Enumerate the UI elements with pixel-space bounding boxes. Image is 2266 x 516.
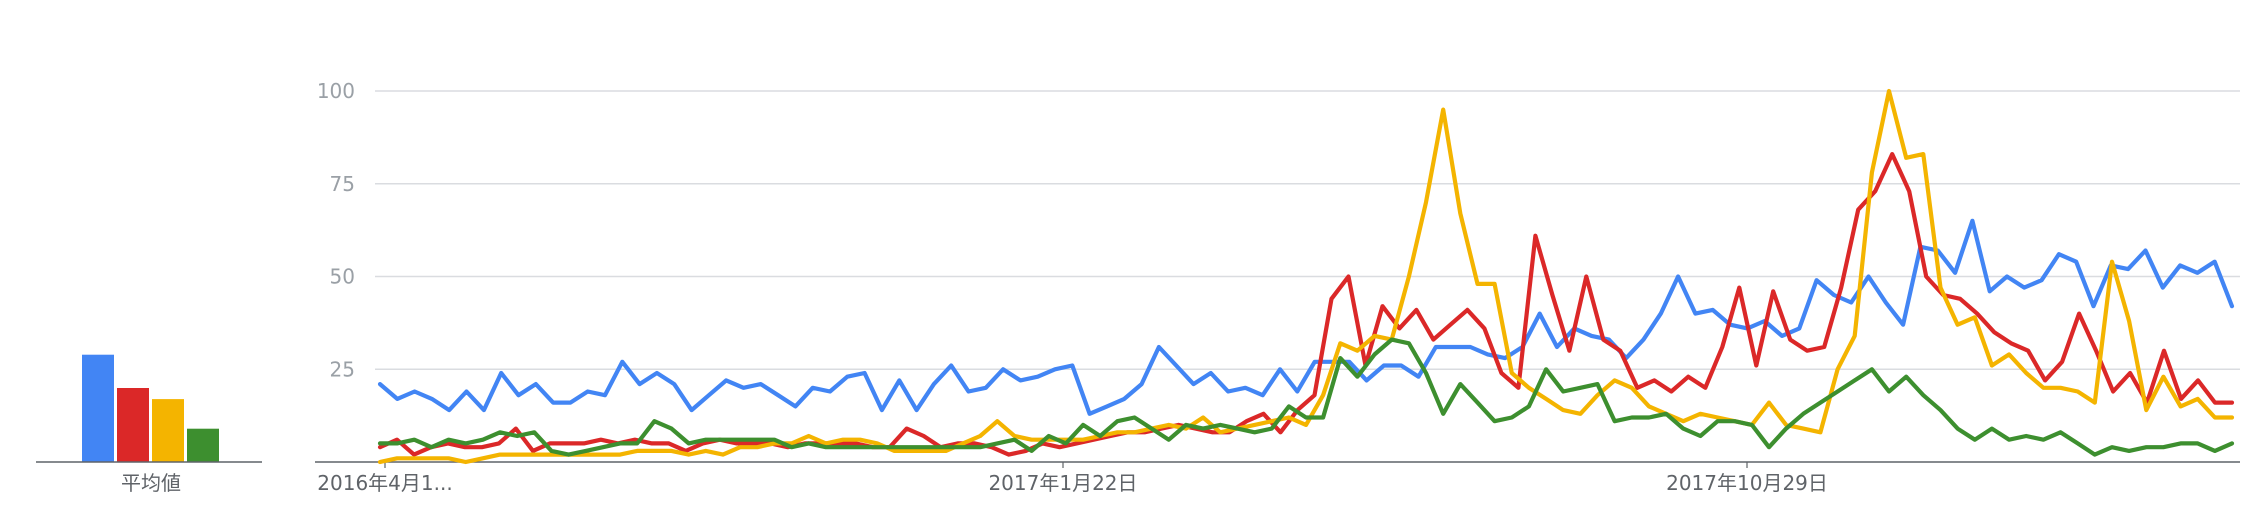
y-tick-label: 25 [330, 357, 355, 381]
y-tick-label: 50 [330, 265, 355, 289]
y-tick-label: 100 [317, 79, 355, 103]
x-tick-label: 2016年4月1... [317, 471, 452, 495]
x-tick-label: 2017年1月22日 [988, 471, 1137, 495]
series-line-2 [377, 152, 2235, 457]
average-bar-4 [187, 428, 219, 462]
series-line-3 [377, 88, 2235, 465]
average-bar-3 [152, 399, 184, 462]
average-bar-2 [117, 388, 149, 462]
average-bar-1 [82, 354, 114, 462]
average-label: 平均値 [121, 471, 181, 495]
series-line-1 [377, 218, 2235, 416]
series-line-4 [377, 337, 2235, 457]
y-tick-label: 75 [330, 172, 355, 196]
x-tick-label: 2017年10月29日 [1666, 471, 1828, 495]
